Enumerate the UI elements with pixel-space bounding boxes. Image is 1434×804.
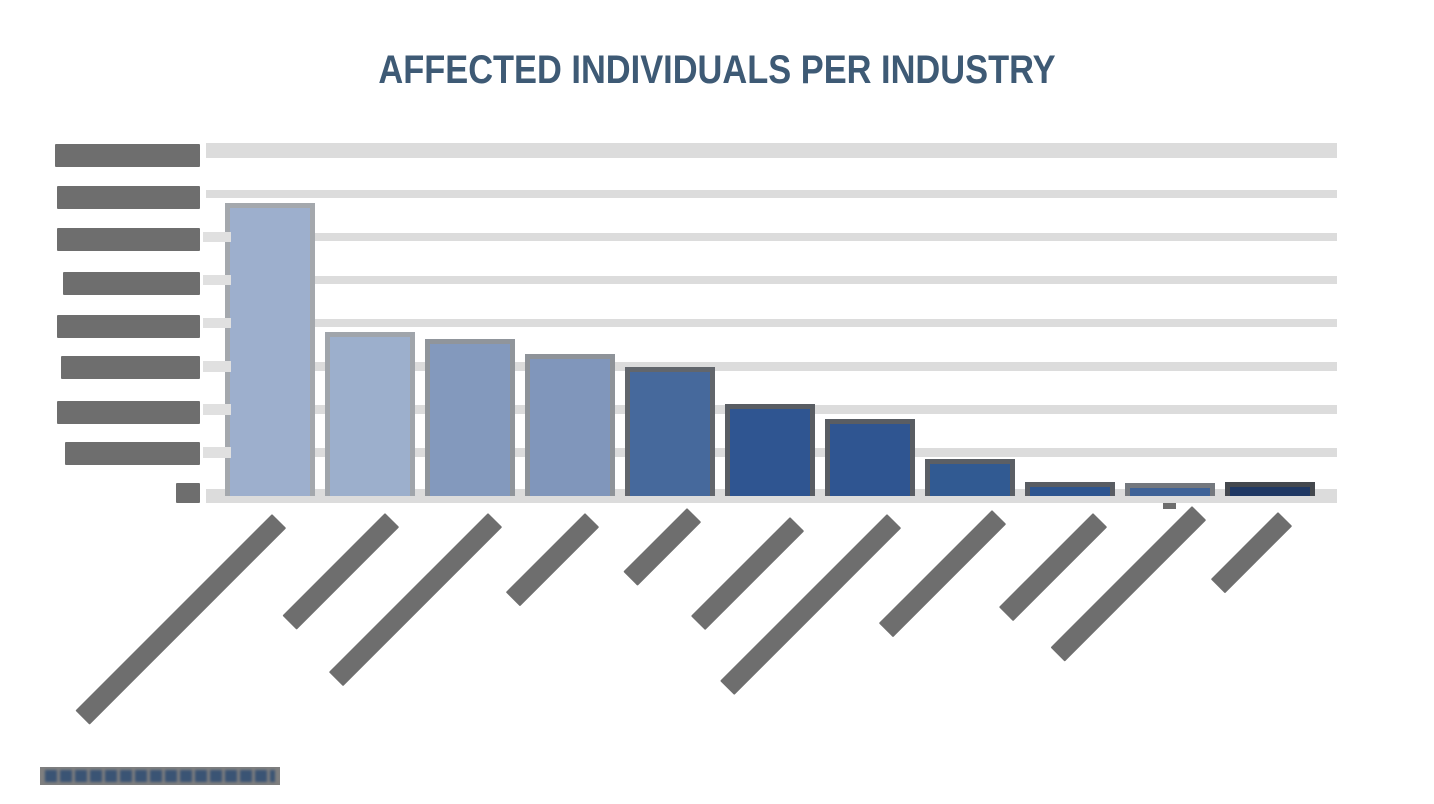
y-axis-tick-5 [203, 318, 231, 328]
bar-2-redacted-2 [325, 332, 415, 496]
bar-4-redacted-4 [525, 354, 615, 496]
y-axis-tick-6 [203, 361, 231, 372]
bar-7-redacted-7 [825, 419, 915, 496]
x-axis-label-redacted-7 [720, 514, 902, 696]
gridline-6 [206, 362, 1337, 371]
x-axis-label-redacted-1 [75, 514, 287, 725]
x-axis-label-redacted-3 [328, 513, 503, 687]
bar-1-redacted-1 [225, 203, 315, 496]
y-axis-tick-3 [203, 232, 231, 242]
y-axis-tick-8 [203, 447, 231, 458]
y-axis-tick-7 [203, 404, 231, 415]
bar-9-redacted-9 [1025, 482, 1115, 496]
gridline-4 [206, 276, 1337, 284]
bar-3-redacted-3 [425, 339, 515, 496]
y-axis-label-redacted-3 [57, 228, 200, 251]
y-axis-label-redacted-2 [57, 186, 200, 209]
x-axis-label-redacted-2 [282, 513, 400, 630]
y-axis-label-redacted-5 [57, 315, 200, 338]
source-redacted-bar [40, 767, 280, 785]
y-axis-label-redacted-6 [61, 356, 200, 379]
x-axis-label-redacted-11 [1210, 512, 1293, 594]
gridline-5 [206, 319, 1337, 327]
x-axis-label-redacted-9 [998, 513, 1108, 622]
bar-5-redacted-5 [625, 367, 715, 496]
bar-6-redacted-6 [725, 404, 815, 496]
y-axis-origin-label-redacted [176, 483, 200, 503]
chart-title: AFFECTED INDIVIDUALS PER INDUSTRY [378, 48, 1056, 92]
source-redacted-text [45, 770, 275, 782]
bar-8-redacted-8 [925, 459, 1015, 496]
bar-10-redacted-10 [1125, 483, 1215, 496]
x-axis-label-redacted-4 [505, 513, 600, 607]
gridline-3 [206, 233, 1337, 241]
blur-fragment [1163, 503, 1176, 509]
y-axis-label-redacted-8 [65, 442, 200, 465]
bar-11-redacted-11 [1225, 482, 1315, 496]
y-axis-label-redacted-1 [55, 144, 200, 167]
x-axis-label-redacted-10 [1050, 506, 1207, 662]
y-axis-label-redacted-7 [57, 401, 200, 424]
y-axis-label-redacted-4 [63, 272, 200, 295]
x-axis-label-redacted-5 [623, 508, 702, 586]
gridline-1 [206, 143, 1337, 158]
y-axis-tick-4 [203, 275, 231, 285]
gridline-2 [206, 190, 1337, 198]
